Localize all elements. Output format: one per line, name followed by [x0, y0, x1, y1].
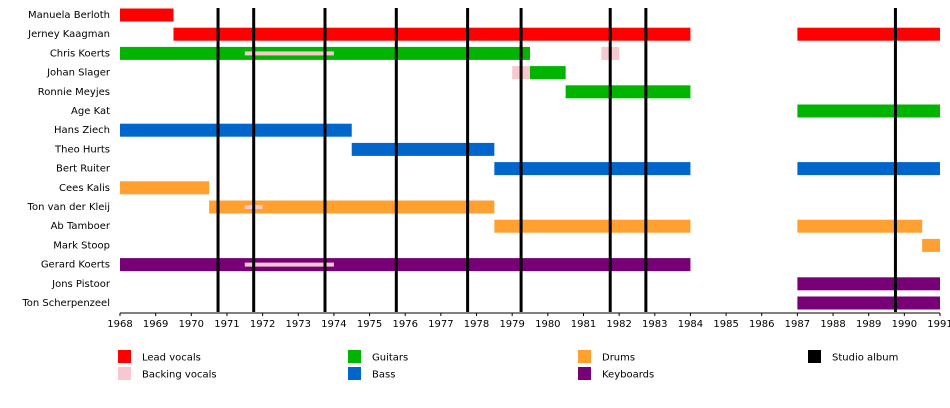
member-bar: [351, 142, 495, 156]
x-tick-label: 1971: [214, 319, 239, 330]
x-tick-label: 1990: [892, 319, 917, 330]
member-bar: [797, 277, 940, 291]
member-bar: [797, 296, 940, 310]
member-bar: [244, 51, 334, 56]
x-tick-label: 1984: [678, 319, 703, 330]
x-tick-label: 1968: [107, 319, 132, 330]
member-bar: [173, 27, 691, 41]
member-label: Jerney Kaagman: [27, 29, 110, 40]
member-label: Johan Slager: [46, 68, 111, 79]
legend-swatch: [118, 350, 131, 363]
x-tick-label: 1969: [143, 319, 168, 330]
member-bar: [797, 27, 940, 41]
member-bar: [209, 200, 495, 214]
member-bar: [120, 123, 352, 137]
member-bar: [797, 104, 940, 118]
legend-swatch: [348, 350, 361, 363]
x-tick-label: 1989: [856, 319, 881, 330]
member-label: Bert Ruiter: [56, 164, 111, 175]
member-bar: [797, 219, 923, 233]
x-tick-label: 1983: [642, 319, 667, 330]
x-tick-label: 1978: [464, 319, 489, 330]
x-tick-label: 1970: [179, 319, 204, 330]
x-tick-label: 1986: [749, 319, 774, 330]
x-tick-label: 1991: [927, 319, 950, 330]
legend-label: Guitars: [372, 353, 408, 364]
legend-swatch: [578, 350, 591, 363]
member-bar: [797, 162, 940, 176]
x-tick-label: 1972: [250, 319, 275, 330]
member-label: Manuela Berloth: [28, 10, 110, 21]
legend-label: Keyboards: [602, 370, 654, 381]
legend-label: Studio album: [832, 353, 898, 364]
x-tick-label: 1987: [785, 319, 810, 330]
legend-label: Backing vocals: [142, 370, 217, 381]
member-label: Ab Tamboer: [51, 221, 111, 232]
x-tick-label: 1977: [428, 319, 453, 330]
x-tick-label: 1979: [499, 319, 524, 330]
x-tick-label: 1974: [321, 319, 346, 330]
member-label: Hans Ziech: [54, 125, 110, 136]
legend-swatch: [578, 367, 591, 380]
member-bar: [244, 262, 334, 267]
x-tick-label: 1988: [820, 319, 845, 330]
member-bar: [530, 66, 566, 80]
x-tick-label: 1973: [286, 319, 311, 330]
member-bar: [120, 181, 210, 195]
member-label: Cees Kalis: [59, 183, 110, 194]
legend-swatch: [348, 367, 361, 380]
legend-swatch: [808, 350, 821, 363]
x-tick-label: 1980: [535, 319, 560, 330]
member-label: Theo Hurts: [54, 144, 110, 155]
member-label: Jons Pistoor: [51, 279, 111, 290]
member-label: Ton van der Kleij: [27, 202, 110, 213]
member-bar: [922, 238, 940, 252]
member-bar: [120, 8, 174, 22]
member-label: Mark Stoop: [53, 240, 110, 251]
member-label: Age Kat: [71, 106, 110, 117]
member-bar: [494, 162, 691, 176]
legend-label: Drums: [602, 353, 635, 364]
legend-label: Lead vocals: [142, 353, 201, 364]
legend-label: Bass: [372, 370, 395, 381]
member-label: Ronnie Meyjes: [38, 87, 110, 98]
member-bar: [565, 85, 691, 99]
x-tick-label: 1985: [713, 319, 738, 330]
member-label: Chris Koerts: [50, 48, 110, 59]
member-label: Gerard Koerts: [41, 260, 110, 271]
member-label: Ton Scherpenzeel: [21, 298, 110, 309]
member-bar: [494, 219, 691, 233]
x-tick-label: 1982: [606, 319, 631, 330]
x-tick-label: 1981: [571, 319, 596, 330]
x-tick-label: 1975: [357, 319, 382, 330]
x-tick-label: 1976: [392, 319, 417, 330]
member-bar: [120, 258, 691, 272]
legend-swatch: [118, 367, 131, 380]
